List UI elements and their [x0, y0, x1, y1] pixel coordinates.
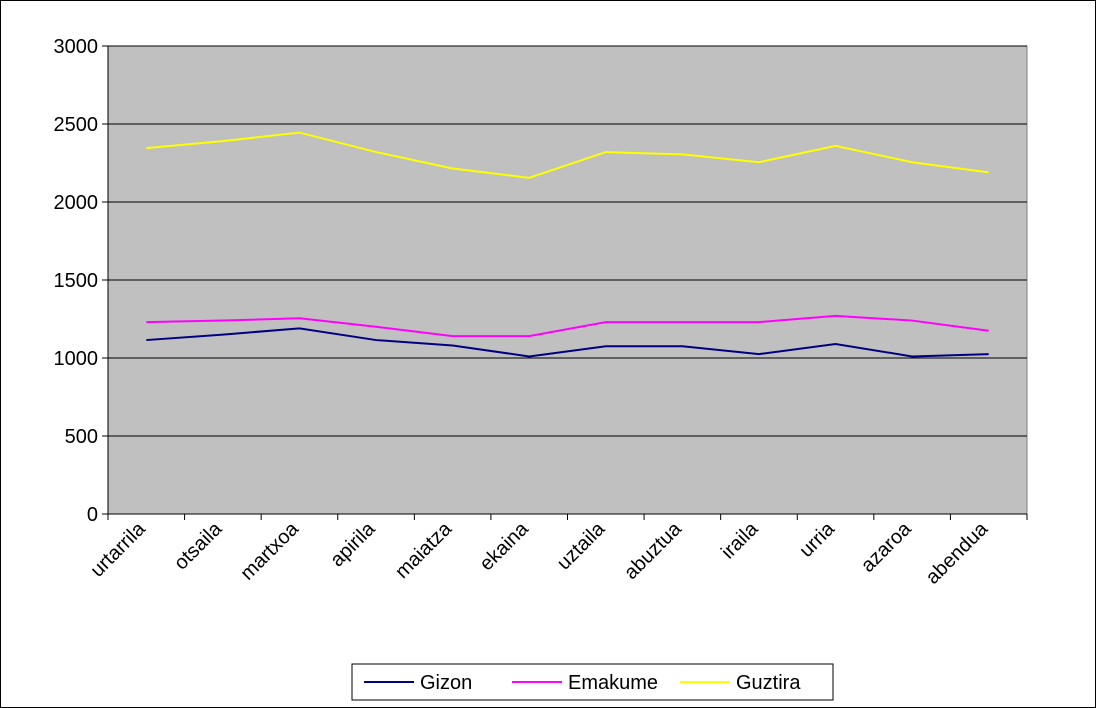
series-line [146, 327, 989, 358]
series-line [146, 131, 989, 179]
y-tick-label: 0 [87, 504, 98, 526]
legend-label: Gizon [420, 672, 472, 694]
y-tick-label: 1500 [54, 270, 99, 292]
y-tick-label: 1000 [54, 348, 99, 370]
legend-box [351, 663, 834, 701]
y-tick-label: 500 [65, 426, 98, 448]
y-tick-label: 2000 [54, 192, 99, 214]
series-line [146, 314, 989, 338]
legend-label: Emakume [568, 672, 658, 694]
y-tick-label: 3000 [54, 36, 99, 58]
legend-label: Guztira [736, 672, 801, 694]
y-tick-label: 2500 [54, 114, 99, 136]
